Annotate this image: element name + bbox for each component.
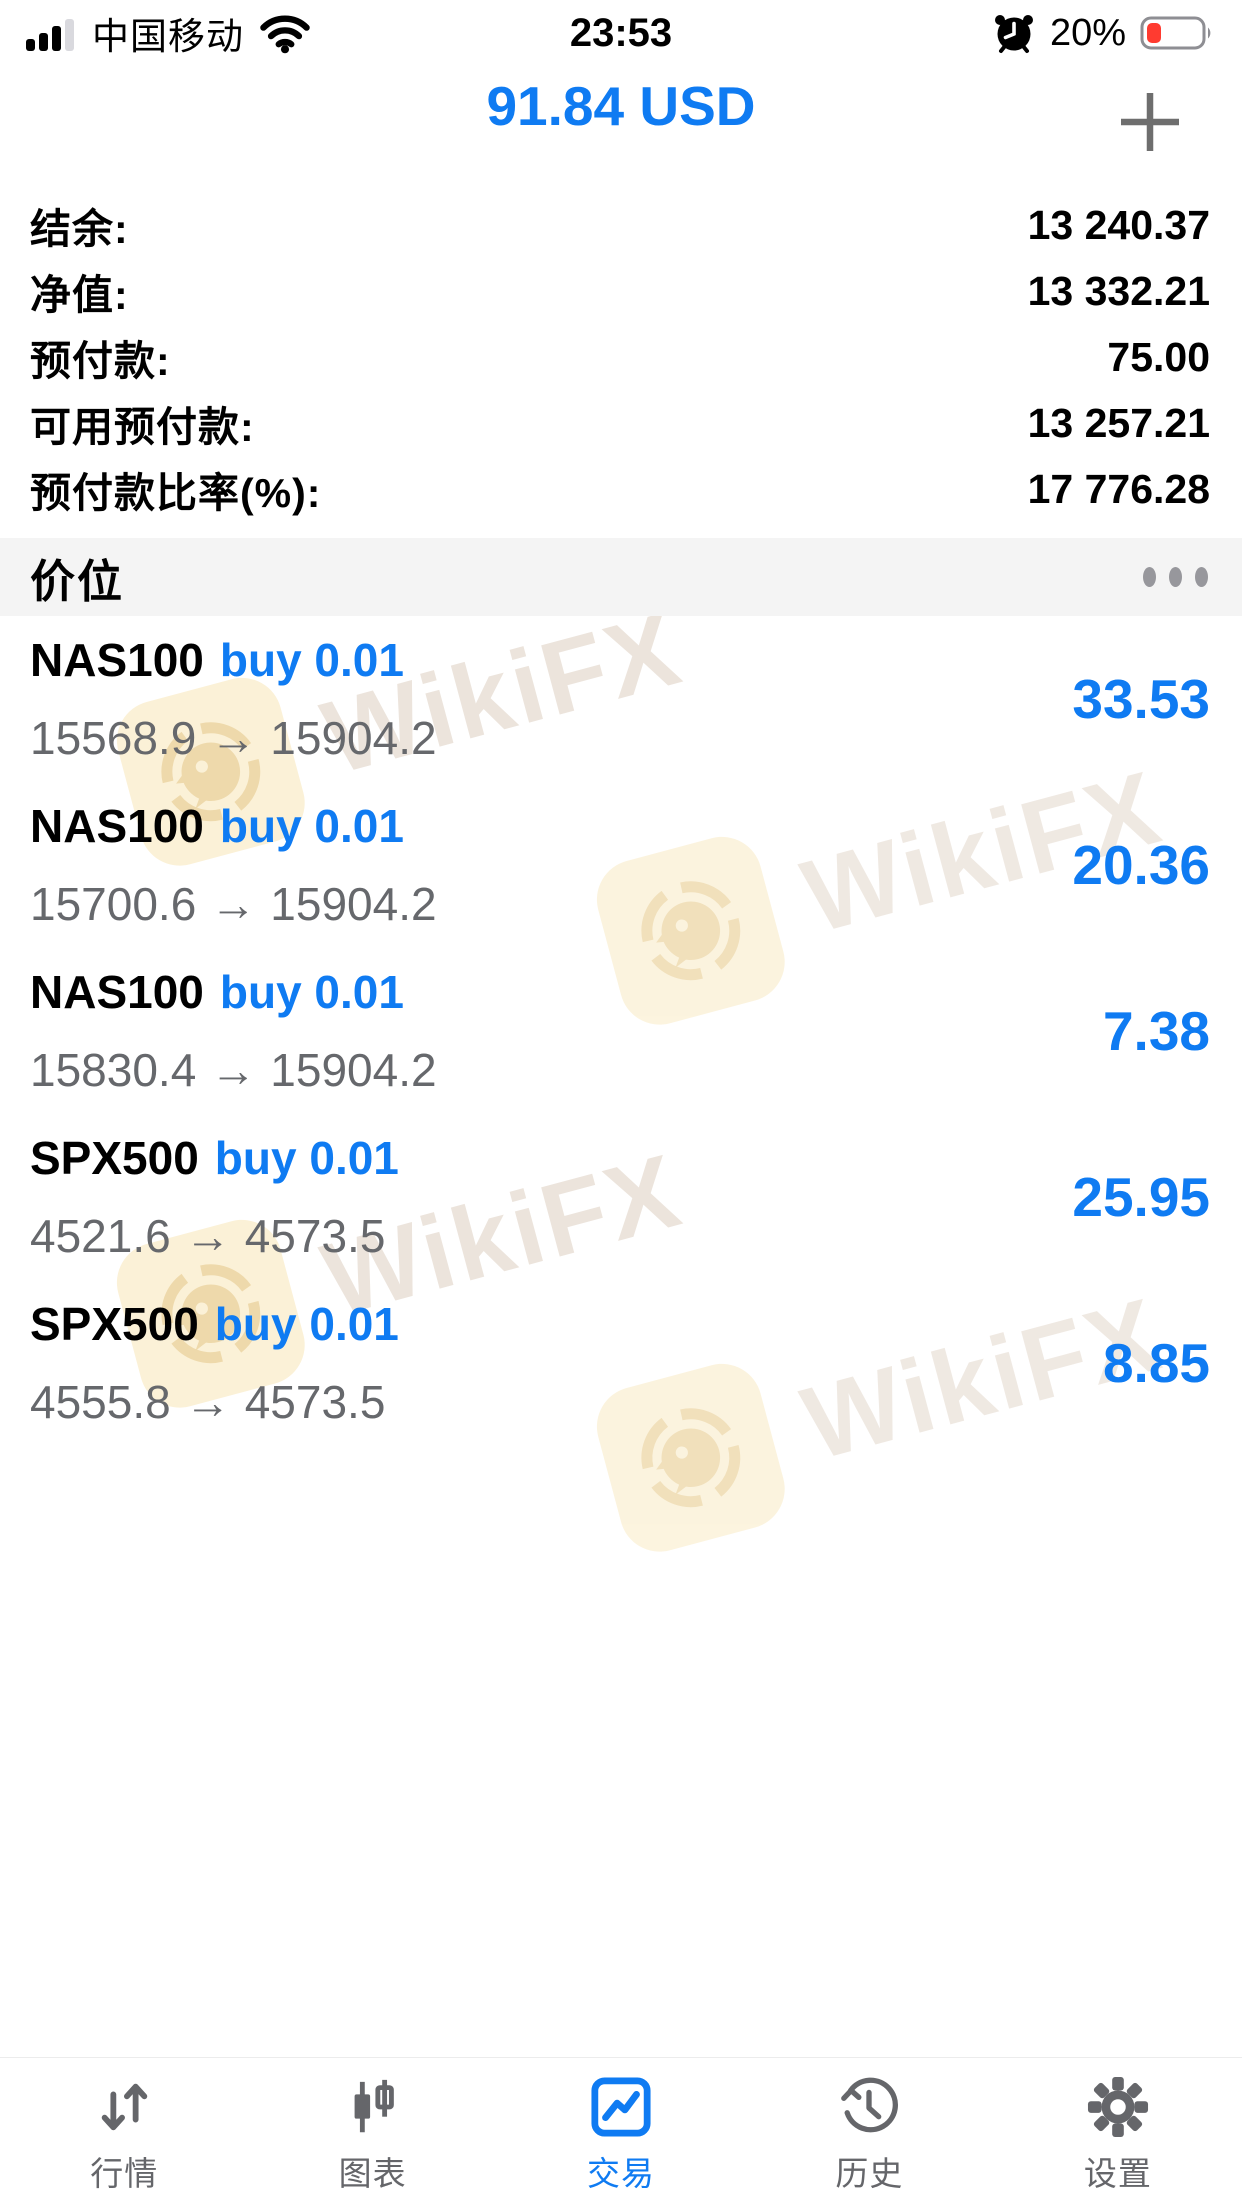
- account-header: 91.84 USD: [0, 66, 1242, 151]
- summary-label: 结余:: [30, 206, 129, 252]
- tab-label: 设置: [1083, 2155, 1152, 2192]
- summary-row-margin: 预付款: 75.00: [30, 324, 1210, 390]
- symbol-label: NAS100: [30, 966, 204, 1018]
- battery-percent-label: 20%: [1049, 11, 1126, 54]
- position-title: NAS100 buy 0.01: [30, 799, 1212, 853]
- candlestick-chart-icon: [342, 2076, 404, 2138]
- side-volume-label: buy 0.01: [214, 1298, 399, 1350]
- position-profit: 8.85: [1102, 1332, 1210, 1394]
- position-prices: 15568.9 → 15904.2: [30, 711, 1212, 765]
- arrow-right-icon: →: [210, 712, 257, 764]
- position-prices: 4521.6 → 4573.5: [30, 1209, 1212, 1263]
- quotes-arrows-icon: [93, 2076, 155, 2138]
- symbol-label: SPX500: [30, 1132, 199, 1184]
- arrow-right-icon: →: [184, 1210, 231, 1262]
- trade-chart-icon: [590, 2076, 652, 2138]
- tab-trade[interactable]: 交易: [497, 2058, 745, 2208]
- position-profit: 25.95: [1072, 1166, 1210, 1228]
- open-price: 15568.9: [30, 712, 197, 764]
- side-volume-label: buy 0.01: [219, 800, 404, 852]
- summary-label: 可用预付款:: [30, 404, 255, 450]
- positions-section-bar: 价位: [0, 538, 1242, 616]
- side-volume-label: buy 0.01: [219, 634, 404, 686]
- symbol-label: NAS100: [30, 800, 204, 852]
- carrier-label: 中国移动: [92, 16, 244, 57]
- plus-icon: [1116, 88, 1184, 156]
- history-clock-icon: [838, 2076, 900, 2138]
- tab-history[interactable]: 历史: [745, 2058, 993, 2208]
- tab-charts[interactable]: 图表: [248, 2058, 496, 2208]
- position-row[interactable]: NAS100 buy 0.01 15700.6 → 15904.2 20.36: [0, 782, 1242, 948]
- arrow-right-icon: →: [210, 1044, 257, 1096]
- wifi-icon: [258, 12, 312, 54]
- position-prices: 15700.6 → 15904.2: [30, 877, 1212, 931]
- position-profit: 33.53: [1072, 668, 1210, 730]
- position-prices: 4555.8 → 4573.5: [30, 1375, 1212, 1429]
- current-price: 15904.2: [270, 1044, 437, 1096]
- current-price: 15904.2: [270, 712, 437, 764]
- tab-settings[interactable]: 设置: [994, 2058, 1242, 2208]
- summary-value: 13 240.37: [1027, 201, 1210, 248]
- summary-label: 预付款比率(%):: [30, 470, 322, 516]
- summary-value: 75.00: [1107, 333, 1210, 380]
- position-title: NAS100 buy 0.01: [30, 633, 1212, 687]
- alarm-clock-icon: [992, 11, 1036, 55]
- summary-row-margin-level: 预付款比率(%): 17 776.28: [30, 456, 1210, 522]
- position-title: NAS100 buy 0.01: [30, 965, 1212, 1019]
- open-price: 15830.4: [30, 1044, 197, 1096]
- tab-quotes[interactable]: 行情: [0, 2058, 248, 2208]
- current-price: 15904.2: [270, 878, 437, 930]
- summary-row-equity: 净值: 13 332.21: [30, 258, 1210, 324]
- cellular-signal-icon: [26, 15, 78, 51]
- position-prices: 15830.4 → 15904.2: [30, 1043, 1212, 1097]
- current-price: 4573.5: [244, 1210, 386, 1262]
- position-row[interactable]: SPX500 buy 0.01 4521.6 → 4573.5 25.95: [0, 1114, 1242, 1280]
- summary-value: 13 257.21: [1027, 399, 1210, 446]
- current-price: 4573.5: [244, 1376, 386, 1428]
- side-volume-label: buy 0.01: [219, 966, 404, 1018]
- section-title: 价位: [30, 555, 125, 607]
- position-row[interactable]: SPX500 buy 0.01 4555.8 → 4573.5 8.85: [0, 1280, 1242, 1446]
- open-price: 15700.6: [30, 878, 197, 930]
- positions-list: NAS100 buy 0.01 15568.9 → 15904.2 33.53 NAS…: [0, 616, 1242, 1446]
- tab-bar: 行情 图表 交易 历史: [0, 2057, 1242, 2208]
- position-row[interactable]: NAS100 buy 0.01 15568.9 → 15904.2 33.53: [0, 616, 1242, 782]
- position-title: SPX500 buy 0.01: [30, 1131, 1212, 1185]
- open-price: 4521.6: [30, 1210, 171, 1262]
- settings-gear-icon: [1087, 2076, 1149, 2138]
- symbol-label: NAS100: [30, 634, 204, 686]
- symbol-label: SPX500: [30, 1298, 199, 1350]
- position-profit: 20.36: [1072, 834, 1210, 896]
- side-volume-label: buy 0.01: [214, 1132, 399, 1184]
- position-profit: 7.38: [1102, 1000, 1210, 1062]
- account-profit-value: 91.84 USD: [486, 75, 756, 137]
- summary-label: 预付款:: [30, 338, 171, 384]
- position-title: SPX500 buy 0.01: [30, 1297, 1212, 1351]
- tab-label: 交易: [587, 2155, 656, 2192]
- arrow-right-icon: →: [210, 878, 257, 930]
- summary-row-balance: 结余: 13 240.37: [30, 192, 1210, 258]
- summary-value: 13 332.21: [1027, 267, 1210, 314]
- status-bar: 中国移动 23:53 20%: [0, 0, 1242, 58]
- arrow-right-icon: →: [184, 1376, 231, 1428]
- summary-value: 17 776.28: [1027, 465, 1210, 512]
- tab-label: 行情: [90, 2155, 159, 2192]
- ellipsis-icon[interactable]: [1139, 557, 1212, 597]
- summary-label: 净值:: [30, 272, 129, 318]
- summary-row-free-margin: 可用预付款: 13 257.21: [30, 390, 1210, 456]
- add-account-button[interactable]: [1116, 88, 1184, 156]
- open-price: 4555.8: [30, 1376, 171, 1428]
- tab-label: 图表: [338, 2155, 407, 2192]
- account-summary: 结余: 13 240.37 净值: 13 332.21 预付款: 75.00 可…: [30, 192, 1210, 522]
- position-row[interactable]: NAS100 buy 0.01 15830.4 → 15904.2 7.38: [0, 948, 1242, 1114]
- tab-label: 历史: [835, 2155, 904, 2192]
- battery-low-icon: [1140, 15, 1216, 51]
